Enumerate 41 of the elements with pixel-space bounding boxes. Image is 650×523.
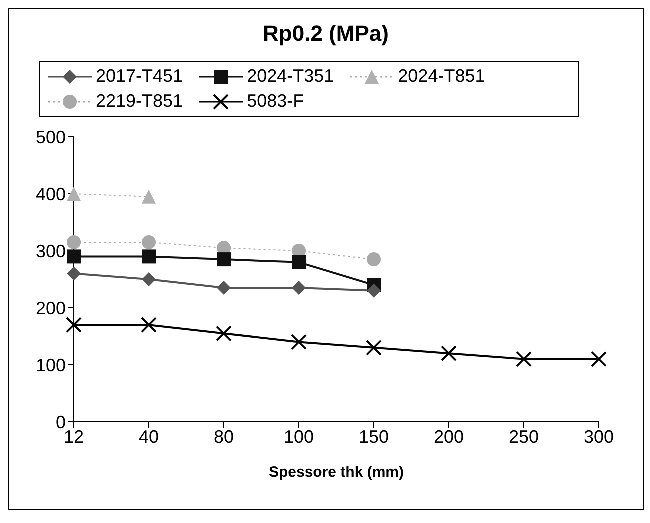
x-tick-label: 12 [64, 426, 84, 447]
point [292, 255, 306, 270]
legend-label: 2024-T351 [247, 66, 334, 87]
x-tick-label: 40 [138, 426, 160, 447]
x-tick-label: 100 [284, 426, 314, 447]
y-tick-label: 100 [36, 355, 66, 376]
legend-label: 5083-F [247, 91, 304, 112]
chart-title: Rp0.2 (MPa) [262, 21, 390, 47]
point [217, 281, 231, 296]
point [366, 340, 382, 356]
point [142, 250, 156, 264]
point [141, 317, 157, 334]
point [67, 266, 81, 281]
legend-label: 2017-T451 [96, 66, 184, 87]
x-tick-label: 300 [584, 426, 614, 447]
y-tick-label: 200 [36, 298, 66, 318]
x-tick-label: 80 [214, 426, 234, 447]
point [67, 250, 81, 264]
y-tick-label: 300 [36, 241, 66, 262]
y-tick-label: 400 [36, 184, 66, 204]
point [66, 317, 82, 334]
point [367, 284, 381, 298]
point [142, 235, 156, 250]
point [516, 351, 532, 368]
point [291, 334, 307, 350]
legend-label: 2024-T851 [398, 66, 486, 87]
point [441, 346, 457, 362]
y-tick-label: 0 [56, 412, 66, 432]
point [367, 252, 381, 267]
legend-label: 2219-T851 [96, 91, 184, 112]
point [591, 351, 607, 368]
x-axis-title: Spessore thk (mm) [268, 464, 404, 481]
point [217, 252, 231, 267]
x-tick-label: 200 [434, 426, 464, 447]
point [216, 326, 232, 342]
point [67, 235, 81, 250]
y-tick-label: 500 [36, 127, 66, 148]
point [142, 272, 156, 286]
point [292, 281, 306, 296]
x-tick-label: 150 [358, 426, 390, 447]
x-tick-label: 250 [508, 426, 540, 447]
